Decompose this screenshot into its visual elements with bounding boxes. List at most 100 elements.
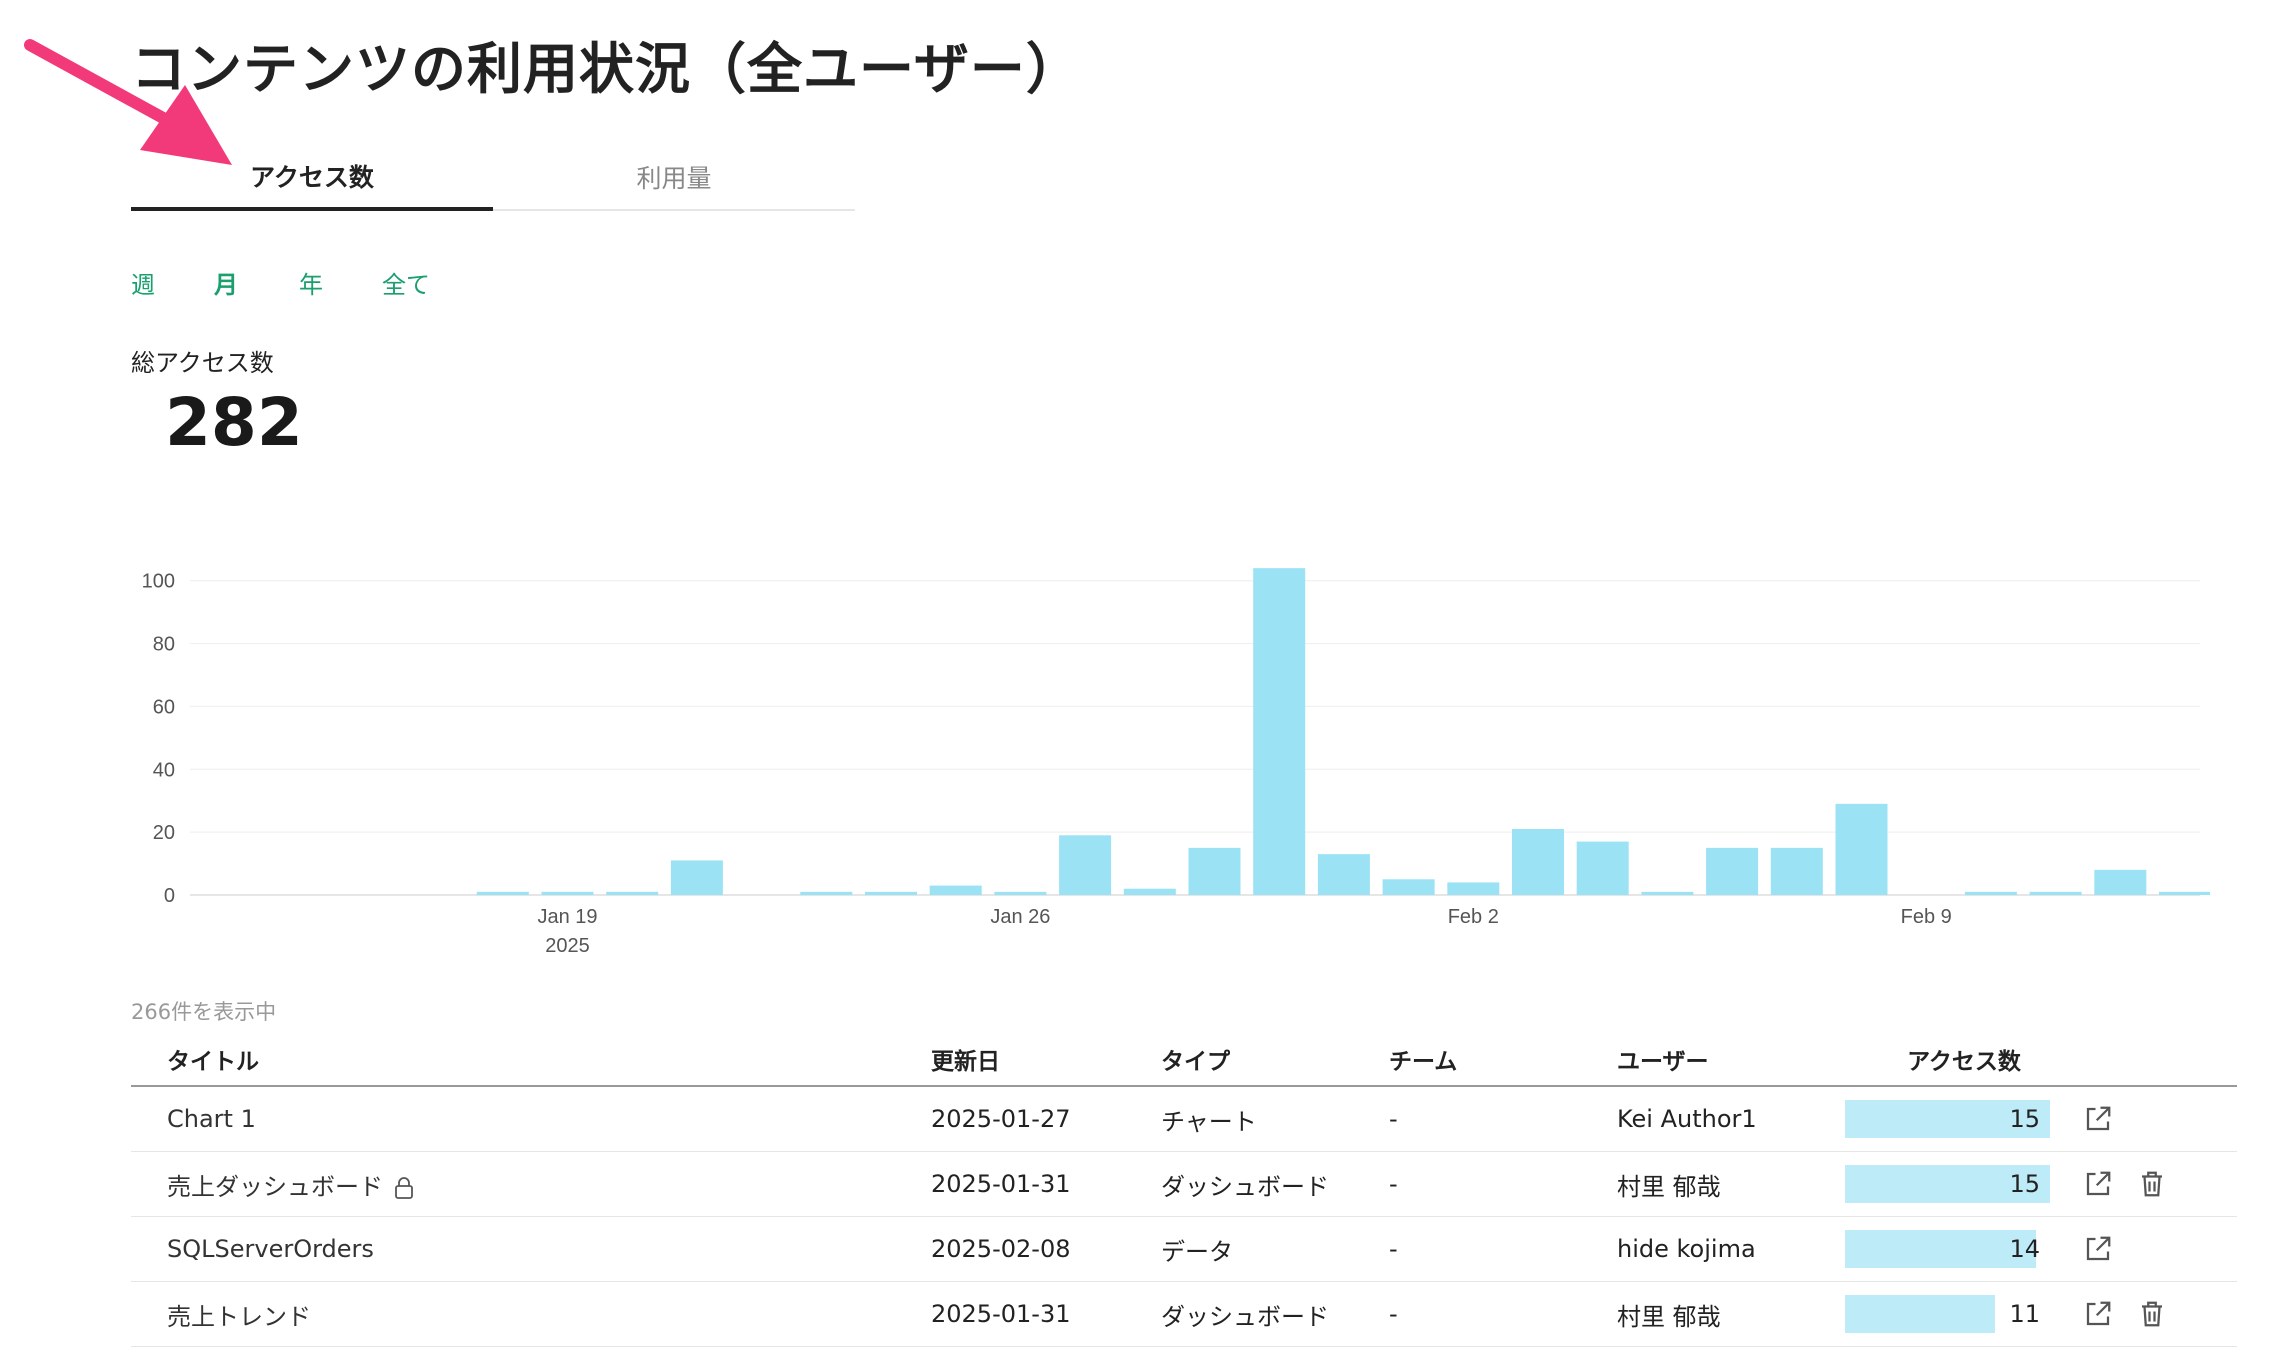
- x-tick-label: Feb 9: [1901, 906, 1952, 928]
- title-text[interactable]: 売上トレンド: [167, 1302, 311, 1331]
- total-access-value: 282: [165, 384, 303, 461]
- access-bar: 11: [1845, 1295, 2050, 1333]
- bar: [1641, 891, 1694, 895]
- access-bar: 15: [1845, 1100, 2050, 1138]
- cell-type: データ: [1161, 1216, 1389, 1282]
- x-tick-sublabel: 2025: [545, 935, 590, 957]
- access-bar: 15: [1845, 1165, 2050, 1203]
- bar: [606, 891, 659, 895]
- open-external-icon[interactable]: [2083, 1234, 2113, 1264]
- cell-title[interactable]: 売上トレンド: [131, 1281, 931, 1347]
- tab-usage[interactable]: 利用量: [636, 164, 712, 193]
- bar: [2159, 891, 2210, 895]
- column-header-team[interactable]: チーム: [1389, 1033, 1617, 1087]
- bar: [1447, 882, 1500, 895]
- cell-access: 15: [1845, 1151, 2083, 1217]
- open-external-icon[interactable]: [2083, 1169, 2113, 1199]
- access-bar-fill: [1845, 1100, 2050, 1138]
- cell-access: 14: [1845, 1216, 2083, 1282]
- cell-team: -: [1389, 1151, 1617, 1217]
- total-access-label: 総アクセス数: [131, 349, 274, 377]
- cell-user: hide kojima: [1617, 1216, 1845, 1282]
- access-bar-fill: [1845, 1295, 1996, 1333]
- access-value: 15: [2009, 1170, 2040, 1198]
- bar: [2029, 891, 2082, 895]
- result-count: 266件を表示中: [131, 1000, 277, 1024]
- x-tick-label: Jan 19: [537, 906, 597, 928]
- bar: [1706, 847, 1759, 895]
- bar: [865, 891, 917, 895]
- cell-user: 村里 郁哉: [1617, 1151, 1845, 1217]
- x-tick-label: Feb 2: [1448, 906, 1499, 928]
- tab-access-count[interactable]: アクセス数: [131, 145, 493, 211]
- cell-user: Kei Author1: [1617, 1086, 1845, 1152]
- y-tick-label: 20: [153, 822, 175, 844]
- annotation-arrow: [24, 39, 232, 165]
- period-month[interactable]: 月: [214, 271, 238, 299]
- x-tick-label: Jan 26: [990, 906, 1050, 928]
- cell-team: -: [1389, 1216, 1617, 1282]
- bar: [1317, 854, 1370, 895]
- bar: [994, 891, 1047, 895]
- y-tick-label: 40: [153, 759, 175, 781]
- access-bar-fill: [1845, 1165, 2050, 1203]
- title-text[interactable]: 売上ダッシュボード: [167, 1172, 383, 1201]
- bar: [2094, 869, 2147, 895]
- column-header-user[interactable]: ユーザー: [1617, 1033, 1845, 1087]
- trash-icon[interactable]: [2137, 1299, 2167, 1329]
- bar: [1835, 803, 1888, 895]
- cell-team: -: [1389, 1281, 1617, 1347]
- period-year[interactable]: 年: [299, 271, 323, 299]
- cell-title[interactable]: SQLServerOrders: [131, 1216, 931, 1282]
- cell-updated: 2025-01-31: [931, 1151, 1161, 1217]
- bar: [800, 891, 853, 895]
- access-bar-fill: [1845, 1230, 2037, 1268]
- bar: [1576, 841, 1629, 895]
- column-header-access[interactable]: アクセス数: [1845, 1033, 2083, 1087]
- page-title: コンテンツの利用状況（全ユーザー）: [131, 37, 1082, 101]
- open-external-icon[interactable]: [2083, 1104, 2113, 1134]
- access-value: 14: [2009, 1235, 2040, 1263]
- bar: [1770, 847, 1823, 895]
- y-tick-label: 100: [142, 571, 175, 593]
- bar: [929, 885, 982, 895]
- access-value: 15: [2009, 1105, 2040, 1133]
- bar: [1059, 835, 1112, 895]
- access-bar-chart: 0 20 40 60 80 100 Jan 19 2025 Jan 26 Feb 2 Feb 9: [142, 568, 2210, 957]
- table-row[interactable]: 売上トレンド 2025-01-31 ダッシュボード - 村里 郁哉 11: [131, 1281, 2237, 1347]
- title-text[interactable]: Chart 1: [167, 1105, 256, 1133]
- column-header-type[interactable]: タイプ: [1161, 1033, 1389, 1087]
- table-row[interactable]: SQLServerOrders 2025-02-08 データ - hide ko…: [131, 1216, 2237, 1282]
- cell-user: 村里 郁哉: [1617, 1281, 1845, 1347]
- period-week[interactable]: 週: [131, 271, 155, 299]
- bar: [670, 860, 723, 895]
- cell-actions: [2083, 1281, 2237, 1347]
- open-external-icon[interactable]: [2083, 1299, 2113, 1329]
- bar: [1253, 568, 1306, 895]
- column-header-actions: [2083, 1033, 2237, 1087]
- access-bar: 14: [1845, 1230, 2050, 1268]
- table-row[interactable]: Chart 1 2025-01-27 チャート - Kei Author1 15: [131, 1086, 2237, 1152]
- cell-actions: [2083, 1216, 2237, 1282]
- bar: [476, 891, 529, 895]
- column-header-title[interactable]: タイトル: [131, 1033, 931, 1087]
- title-text[interactable]: SQLServerOrders: [167, 1235, 374, 1263]
- period-all[interactable]: 全て: [382, 271, 430, 299]
- y-tick-label: 0: [164, 885, 175, 907]
- cell-title[interactable]: 売上ダッシュボード: [131, 1151, 931, 1217]
- cell-actions: [2083, 1086, 2237, 1152]
- cell-title[interactable]: Chart 1: [131, 1086, 931, 1152]
- bar: [541, 891, 594, 895]
- table-header-row: タイトル 更新日 タイプ チーム ユーザー アクセス数: [131, 1033, 2237, 1087]
- lock-icon: [395, 1176, 413, 1199]
- cell-team: -: [1389, 1086, 1617, 1152]
- cell-type: ダッシュボード: [1161, 1151, 1389, 1217]
- y-tick-label: 80: [153, 634, 175, 656]
- trash-icon[interactable]: [2137, 1169, 2167, 1199]
- cell-updated: 2025-02-08: [931, 1216, 1161, 1282]
- column-header-updated[interactable]: 更新日: [931, 1033, 1161, 1087]
- cell-updated: 2025-01-27: [931, 1086, 1161, 1152]
- table-row[interactable]: 売上ダッシュボード 2025-01-31 ダッシュボード - 村里 郁哉 15: [131, 1151, 2237, 1217]
- cell-type: チャート: [1161, 1086, 1389, 1152]
- cell-actions: [2083, 1151, 2237, 1217]
